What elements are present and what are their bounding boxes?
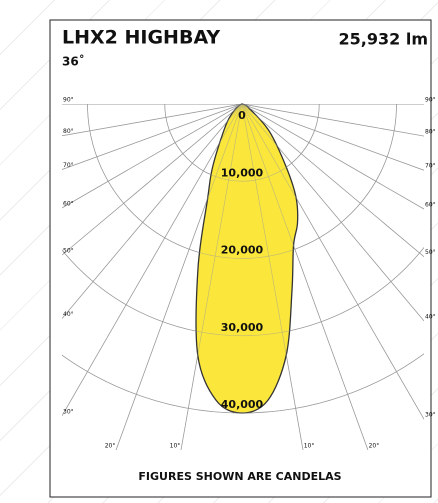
angle-label: 30° <box>63 408 74 415</box>
angle-label: 70° <box>425 163 436 170</box>
grid-ring <box>87 104 397 259</box>
angle-label: 20° <box>369 443 380 450</box>
ring-label: 10,000 <box>221 166 264 179</box>
marks <box>62 103 424 450</box>
radial-line <box>241 104 424 210</box>
angle-label: 60° <box>425 202 436 209</box>
footer: FIGURES SHOWN ARE CANDELAS <box>138 470 341 483</box>
angle-label: 50° <box>425 249 436 256</box>
angle-label: 10° <box>170 443 181 450</box>
grid-ring <box>62 353 424 414</box>
ring-label: 40,000 <box>221 398 264 411</box>
radial-line <box>115 104 243 450</box>
radial-line <box>62 104 243 170</box>
grid-ring <box>62 246 424 337</box>
radial-line <box>62 104 243 256</box>
angle-label: 70° <box>63 162 74 169</box>
radial-line <box>241 104 424 171</box>
angle-label: 40° <box>425 313 436 320</box>
angle-label: 10° <box>304 443 315 450</box>
grid-ring <box>164 104 320 182</box>
ring-label: 30,000 <box>221 321 264 334</box>
angle-label: 80° <box>425 129 436 136</box>
radial-line <box>62 104 243 319</box>
radial-line <box>180 104 243 450</box>
radial-line <box>62 104 243 416</box>
angle-label: 80° <box>63 128 74 135</box>
radial-line <box>241 104 424 257</box>
ring-label: 0 <box>238 109 246 122</box>
angle-label: 20° <box>105 443 116 450</box>
radial-line <box>241 104 424 420</box>
lumens: 25,932 lm <box>339 30 428 49</box>
ring-label: 20,000 <box>221 244 264 257</box>
radial-line <box>62 104 243 137</box>
polar-grid <box>62 104 424 450</box>
radial-line <box>62 104 243 209</box>
radial-line <box>241 104 369 450</box>
subtitle: 36˚ <box>62 54 85 69</box>
angle-label: 90° <box>425 97 436 104</box>
angle-label: 50° <box>63 248 74 255</box>
angle-label: 30° <box>425 412 436 419</box>
angle-label: 60° <box>63 200 74 207</box>
angle-label: 40° <box>63 311 74 318</box>
chart-title: LHX2 HIGHBAY <box>62 27 220 49</box>
angle-label: 90° <box>63 97 74 104</box>
radial-line <box>241 104 304 450</box>
radial-line <box>241 104 424 322</box>
radial-line <box>241 104 424 137</box>
